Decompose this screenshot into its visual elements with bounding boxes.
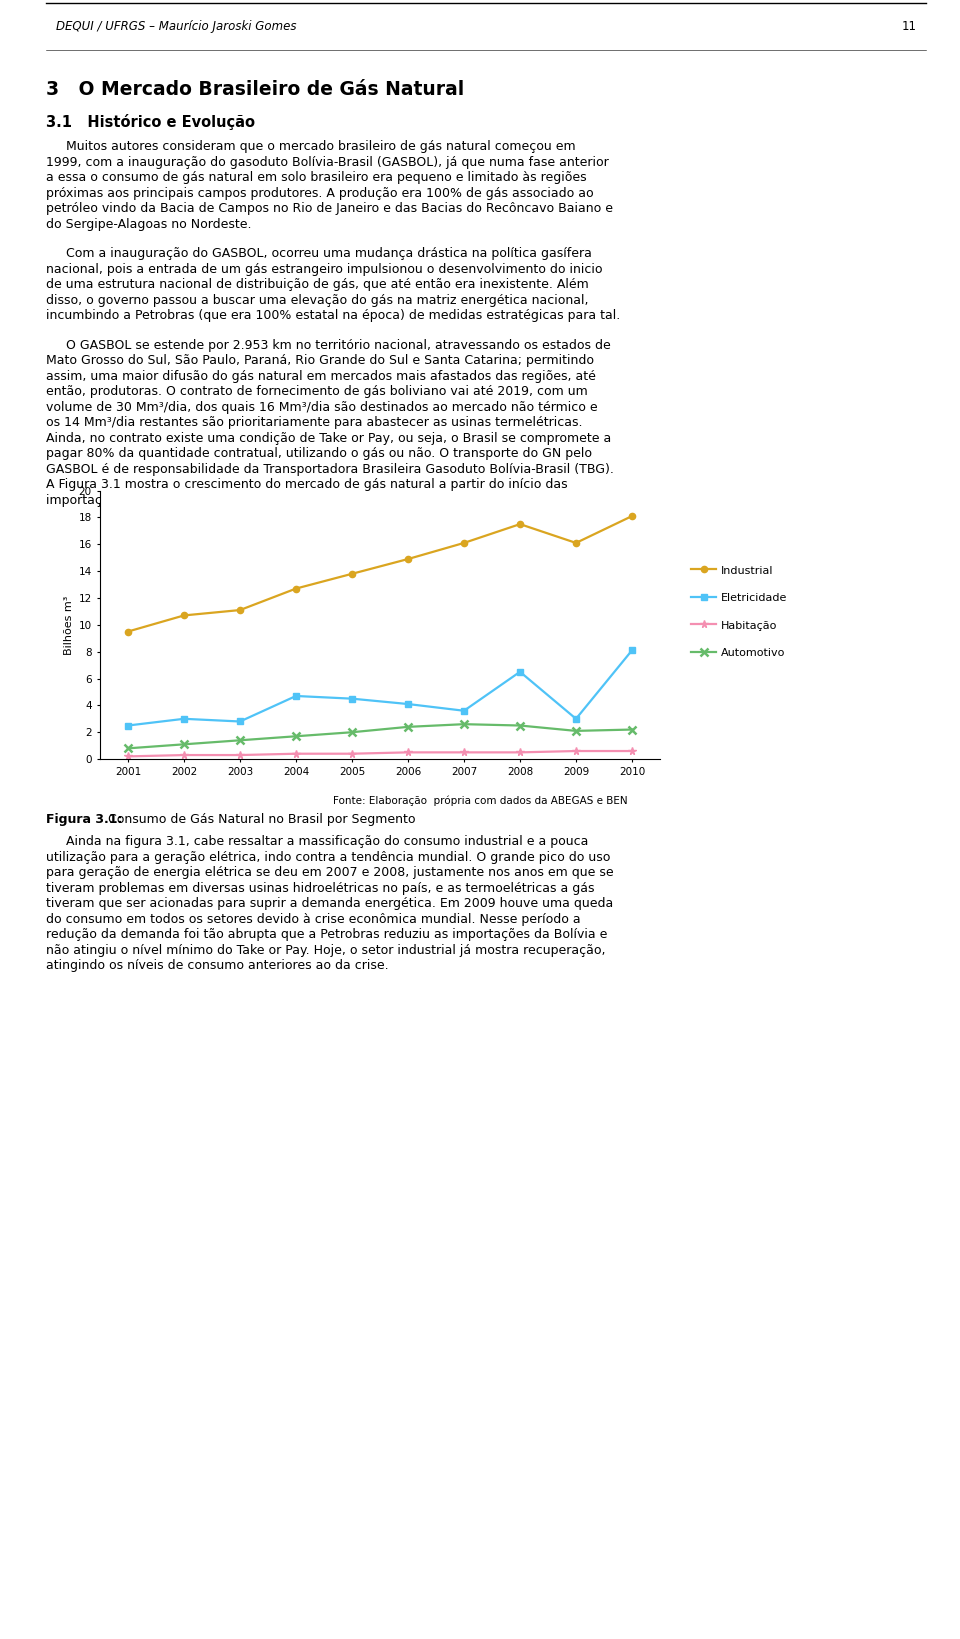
Text: pagar 80% da quantidade contratual, utilizando o gás ou não. O transporte do GN : pagar 80% da quantidade contratual, util… [46, 447, 592, 461]
Text: O GASBOL se estende por 2.953 km no território nacional, atravessando os estados: O GASBOL se estende por 2.953 km no terr… [46, 339, 611, 352]
Text: Consumo de Gás Natural no Brasil por Segmento: Consumo de Gás Natural no Brasil por Seg… [104, 813, 416, 826]
Text: Fonte: Elaboração  própria com dados da ABEGAS e BEN: Fonte: Elaboração própria com dados da A… [333, 795, 627, 806]
Text: do consumo em todos os setores devido à crise econômica mundial. Nesse período a: do consumo em todos os setores devido à … [46, 913, 581, 926]
Text: tiveram problemas em diversas usinas hidroelétricas no país, e as termoelétricas: tiveram problemas em diversas usinas hid… [46, 882, 594, 895]
Text: Figura 3.1:: Figura 3.1: [46, 813, 123, 826]
Text: Com a inauguração do GASBOL, ocorreu uma mudança drástica na política gasífera: Com a inauguração do GASBOL, ocorreu uma… [46, 247, 592, 261]
Text: Muitos autores consideram que o mercado brasileiro de gás natural começou em: Muitos autores consideram que o mercado … [46, 141, 576, 154]
Text: 1999, com a inauguração do gasoduto Bolívia-Brasil (GASBOL), já que numa fase an: 1999, com a inauguração do gasoduto Bolí… [46, 156, 609, 169]
Text: DEQUI / UFRGS – Maurício Jaroski Gomes: DEQUI / UFRGS – Maurício Jaroski Gomes [56, 20, 297, 33]
Y-axis label: Bilhões m³: Bilhões m³ [64, 595, 74, 654]
Text: de uma estrutura nacional de distribuição de gás, que até então era inexistente.: de uma estrutura nacional de distribuiçã… [46, 279, 588, 292]
Text: Mato Grosso do Sul, São Paulo, Paraná, Rio Grande do Sul e Santa Catarina; permi: Mato Grosso do Sul, São Paulo, Paraná, R… [46, 354, 594, 367]
Text: 3.1   Histórico e Evolução: 3.1 Histórico e Evolução [46, 115, 255, 131]
Text: 3   O Mercado Brasileiro de Gás Natural: 3 O Mercado Brasileiro de Gás Natural [46, 80, 465, 100]
Text: próximas aos principais campos produtores. A produção era 100% de gás associado : próximas aos principais campos produtore… [46, 187, 593, 200]
Text: tiveram que ser acionadas para suprir a demanda energética. Em 2009 houve uma qu: tiveram que ser acionadas para suprir a … [46, 897, 613, 910]
Text: petróleo vindo da Bacia de Campos no Rio de Janeiro e das Bacias do Recôncavo Ba: petróleo vindo da Bacia de Campos no Rio… [46, 202, 613, 215]
Text: a essa o consumo de gás natural em solo brasileiro era pequeno e limitado às reg: a essa o consumo de gás natural em solo … [46, 172, 587, 185]
Text: importações bolivianas.: importações bolivianas. [46, 493, 195, 506]
Text: Ainda, no contrato existe uma condição de Take or Pay, ou seja, o Brasil se comp: Ainda, no contrato existe uma condição d… [46, 431, 612, 444]
Text: então, produtoras. O contrato de fornecimento de gás boliviano vai até 2019, com: então, produtoras. O contrato de forneci… [46, 385, 588, 398]
Text: GASBOL é de responsabilidade da Transportadora Brasileira Gasoduto Bolívia-Brasi: GASBOL é de responsabilidade da Transpor… [46, 462, 613, 475]
Text: 11: 11 [901, 20, 917, 33]
Legend: Industrial, Eletricidade, Habitação, Automotivo: Industrial, Eletricidade, Habitação, Aut… [688, 562, 791, 661]
Text: A Figura 3.1 mostra o crescimento do mercado de gás natural a partir do início d: A Figura 3.1 mostra o crescimento do mer… [46, 479, 567, 492]
Text: assim, uma maior difusão do gás natural em mercados mais afastados das regiões, : assim, uma maior difusão do gás natural … [46, 370, 596, 384]
Text: utilização para a geração elétrica, indo contra a tendência mundial. O grande pi: utilização para a geração elétrica, indo… [46, 851, 611, 864]
Text: disso, o governo passou a buscar uma elevação do gás na matriz energética nacion: disso, o governo passou a buscar uma ele… [46, 293, 588, 306]
Text: redução da demanda foi tão abrupta que a Petrobras reduziu as importações da Bol: redução da demanda foi tão abrupta que a… [46, 928, 608, 941]
Text: Ainda na figura 3.1, cabe ressaltar a massificação do consumo industrial e a pou: Ainda na figura 3.1, cabe ressaltar a ma… [46, 836, 588, 849]
Text: incumbindo a Petrobras (que era 100% estatal na época) de medidas estratégicas p: incumbindo a Petrobras (que era 100% est… [46, 310, 620, 323]
Text: atingindo os níveis de consumo anteriores ao da crise.: atingindo os níveis de consumo anteriore… [46, 959, 389, 972]
Text: do Sergipe-Alagoas no Nordeste.: do Sergipe-Alagoas no Nordeste. [46, 218, 252, 231]
Text: os 14 Mm³/dia restantes são prioritariamente para abastecer as usinas termelétri: os 14 Mm³/dia restantes são prioritariam… [46, 416, 583, 429]
Text: volume de 30 Mm³/dia, dos quais 16 Mm³/dia são destinados ao mercado não térmico: volume de 30 Mm³/dia, dos quais 16 Mm³/d… [46, 402, 598, 415]
Text: não atingiu o nível mínimo do Take or Pay. Hoje, o setor industrial já mostra re: não atingiu o nível mínimo do Take or Pa… [46, 944, 606, 957]
Text: nacional, pois a entrada de um gás estrangeiro impulsionou o desenvolvimento do : nacional, pois a entrada de um gás estra… [46, 262, 603, 275]
Text: para geração de energia elétrica se deu em 2007 e 2008, justamente nos anos em q: para geração de energia elétrica se deu … [46, 867, 613, 879]
